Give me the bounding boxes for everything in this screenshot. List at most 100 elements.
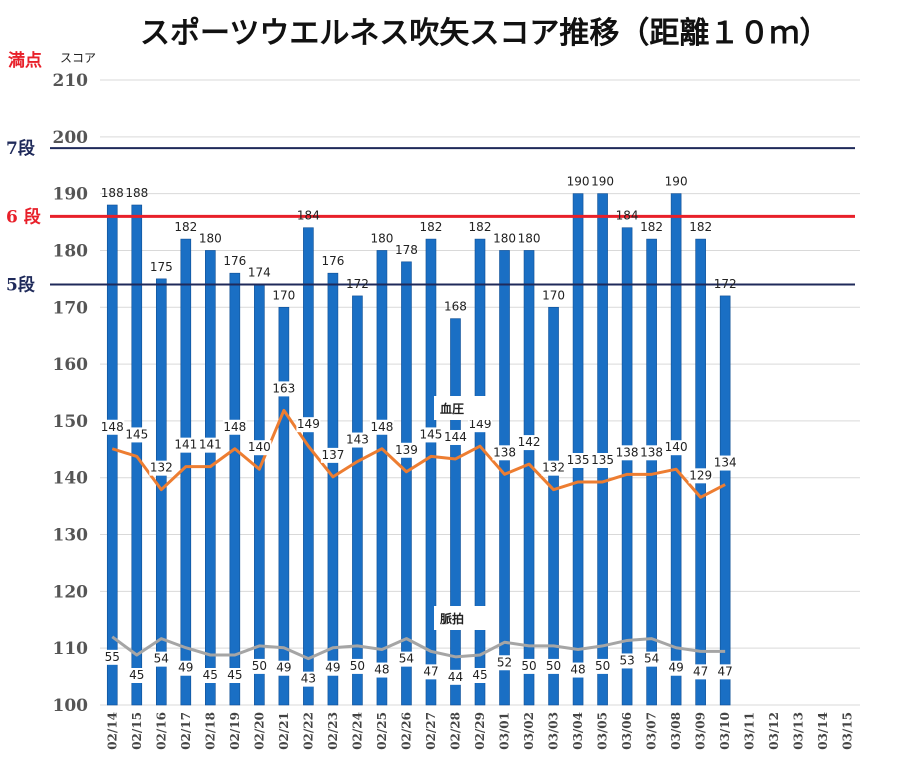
- x-tick-label: 03/15: [841, 712, 855, 750]
- x-tick-label: 02/21: [277, 712, 291, 750]
- score-bar: [180, 238, 192, 706]
- score-bar: [303, 227, 314, 706]
- blood-pressure-value-label: 142: [518, 435, 541, 449]
- pulse-value-label: 45: [129, 668, 144, 682]
- x-tick-label: 02/18: [203, 712, 217, 750]
- blood-pressure-value-label-bg: [590, 452, 615, 468]
- score-value-label: 174: [248, 266, 271, 280]
- x-tick-label: 02/22: [301, 712, 315, 750]
- blood-pressure-value-label: 141: [174, 438, 197, 452]
- y-tick-label: 200: [53, 128, 89, 148]
- score-value-label: 182: [469, 220, 492, 234]
- blood-pressure-value-label: 134: [714, 456, 737, 470]
- score-bar: [450, 318, 461, 706]
- blood-pressure-value-label: 148: [370, 420, 393, 434]
- score-value-label: 182: [420, 220, 443, 234]
- blood-pressure-value-label: 138: [616, 445, 639, 459]
- x-tick-label: 03/02: [522, 712, 536, 750]
- pulse-value-label-bg: [590, 658, 615, 674]
- score-bar: [254, 284, 265, 706]
- score-bar: [401, 261, 412, 706]
- pulse-value-label-bg: [615, 653, 640, 669]
- pulse-value-label: 47: [693, 664, 708, 678]
- score-bar: [155, 278, 167, 706]
- score-bar: [646, 238, 657, 706]
- pulse-value-label: 45: [472, 668, 487, 682]
- blood-pressure-value-label-bg: [443, 429, 468, 445]
- score-bar: [205, 250, 216, 706]
- blood-pressure-value-label: 135: [591, 453, 614, 467]
- blood-pressure-value-label-bg: [394, 442, 419, 458]
- score-value-label: 182: [174, 220, 197, 234]
- score-value-label: 176: [223, 254, 246, 268]
- x-tick-label: 03/13: [792, 712, 806, 750]
- x-tick-label: 02/24: [350, 712, 364, 750]
- pulse-value-label-bg: [296, 671, 321, 687]
- blood-pressure-value-label-bg: [664, 440, 689, 456]
- pulse-legend-label-bg: [434, 606, 496, 630]
- pulse-value-label-bg: [664, 660, 689, 676]
- blood-pressure-value-label: 145: [125, 427, 148, 441]
- x-tick-label: 03/06: [620, 712, 634, 750]
- pulse-value-label-bg: [100, 649, 125, 665]
- y-tick-label: 130: [53, 526, 89, 546]
- blood-pressure-value-label: 145: [420, 427, 443, 441]
- x-tick-label: 03/01: [498, 712, 512, 750]
- reference-line-label: 6 段: [6, 206, 41, 227]
- y-tick-label: 170: [53, 298, 89, 318]
- x-tick-label: 03/07: [645, 712, 659, 750]
- blood-pressure-value-label: 148: [101, 420, 124, 434]
- x-tick-label: 02/27: [424, 712, 438, 750]
- blood-pressure-legend-label-bg: [434, 396, 496, 420]
- blood-pressure-value-label-bg: [173, 437, 198, 453]
- blood-pressure-value-label-bg: [296, 417, 321, 433]
- x-tick-label: 03/12: [767, 712, 781, 750]
- blood-pressure-value-label-bg: [198, 437, 223, 453]
- blood-pressure-value-label: 143: [346, 433, 369, 447]
- blood-pressure-value-label-bg: [713, 455, 738, 471]
- blood-pressure-value-label: 138: [640, 445, 663, 459]
- score-value-label: 184: [297, 209, 320, 223]
- pulse-value-label: 48: [374, 663, 389, 677]
- score-bar: [719, 295, 731, 706]
- blood-pressure-value-label: 149: [469, 417, 492, 431]
- pulse-value-label-bg: [271, 660, 296, 676]
- blood-pressure-value-label-bg: [222, 419, 247, 435]
- reference-line-label: 7段: [6, 138, 35, 159]
- blood-pressure-value-label-bg: [149, 460, 174, 476]
- score-bar: [376, 250, 388, 706]
- x-tick-label: 03/14: [816, 712, 830, 750]
- chart-title: スポーツウエルネス吹矢スコア推移（距離１０ｍ）: [140, 16, 830, 51]
- x-tick-label: 02/26: [399, 712, 413, 750]
- blood-pressure-legend-label: 血圧: [440, 401, 464, 416]
- score-bar: [597, 193, 608, 706]
- y-tick-label: 150: [53, 412, 89, 432]
- score-value-label: 190: [665, 175, 688, 189]
- pulse-value-label: 50: [546, 659, 561, 673]
- blood-pressure-value-label-bg: [639, 445, 664, 461]
- x-tick-label: 02/16: [154, 712, 168, 750]
- x-tick-label: 03/03: [547, 712, 561, 750]
- x-tick-label: 03/08: [669, 712, 683, 750]
- score-value-label: 178: [395, 243, 418, 257]
- pulse-value-label: 50: [350, 659, 365, 673]
- pulse-value-label: 49: [668, 661, 683, 675]
- pulse-value-label: 49: [276, 661, 291, 675]
- pulse-value-label-bg: [198, 668, 223, 683]
- pulse-legend-label: 脈拍: [440, 611, 464, 626]
- pulse-value-label-bg: [222, 668, 247, 683]
- score-value-label: 190: [567, 175, 590, 189]
- pulse-value-label: 52: [497, 655, 512, 669]
- y-tick-label: 160: [53, 355, 89, 375]
- pulse-value-label: 45: [203, 668, 218, 682]
- score-value-label: 168: [444, 300, 467, 314]
- x-tick-label: 03/04: [571, 712, 585, 750]
- score-bar: [327, 272, 339, 706]
- blood-pressure-value-label: 140: [248, 440, 271, 454]
- score-value-label: 170: [542, 288, 565, 302]
- score-value-label: 188: [125, 186, 148, 200]
- blood-pressure-value-label-bg: [541, 460, 566, 476]
- score-bar: [523, 250, 535, 706]
- pulse-value-label-bg: [418, 664, 443, 680]
